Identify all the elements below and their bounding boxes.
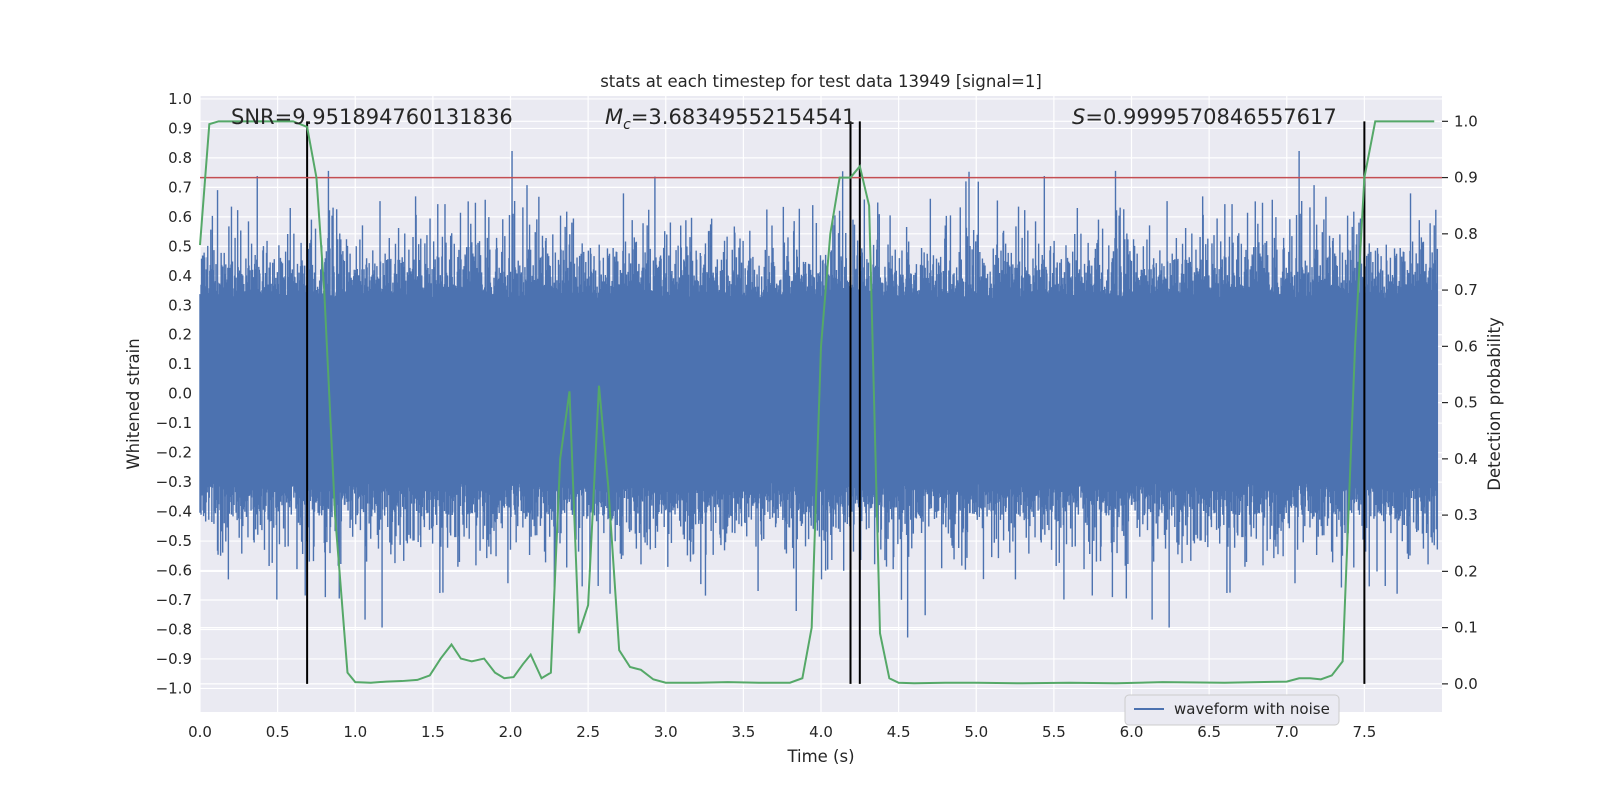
probability-line: [199, 120, 1435, 685]
y-tick-label: −0.8: [156, 620, 192, 638]
y2-tick-label: 0.5: [1454, 394, 1478, 412]
y-tick-label: −0.2: [156, 444, 192, 462]
x-tick-label: 2.5: [576, 723, 600, 741]
y-tick-label: 0.6: [168, 208, 192, 226]
x-tick-labels: 0.0 0.5 1.0 1.5 2.0 2.5 3.0 3.5 4.0 4.5 5.0 5.5 6.0 6…: [188, 723, 1376, 741]
y2-tick-label: 0.7: [1454, 281, 1478, 299]
chirp-mass-symbol: M: [605, 105, 623, 129]
x-tick-label: 6.5: [1197, 723, 1221, 741]
chirp-mass-value: =3.68349552154541: [631, 105, 856, 129]
y-tick-labels: 1.0 0.9 0.8 0.7 0.6 0.5 0.4 0.3 0.2 0.1 0.0 −0.1 −0.…: [156, 90, 192, 697]
legend-box: [1124, 694, 1340, 726]
x-tick-label: 6.0: [1120, 723, 1144, 741]
x-tick-label: 0.5: [266, 723, 290, 741]
x-tick-label: 7.5: [1352, 723, 1376, 741]
significance-value: =0.9999570846557617: [1085, 105, 1336, 129]
legend-label: waveform with noise: [1174, 700, 1330, 718]
y-tick-label: −0.9: [156, 650, 192, 668]
y2-tick-label: 0.6: [1454, 337, 1478, 355]
y-tick-label: 0.1: [168, 355, 192, 373]
y-tick-label: −0.7: [156, 591, 192, 609]
y-tick-label: −0.1: [156, 414, 192, 432]
x-tick-label: 3.5: [731, 723, 755, 741]
y2-tick-label: 0.1: [1454, 619, 1478, 637]
y-tick-label: −0.6: [156, 562, 192, 580]
waveform-series: [199, 150, 1439, 638]
y2-tick-label: 0.4: [1454, 450, 1478, 468]
chirp-mass-annotation: Mc=3.68349552154541: [605, 105, 856, 133]
x-tick-label: 7.0: [1275, 723, 1299, 741]
x-tick-label: 4.0: [809, 723, 833, 741]
y-tick-label: 0.9: [168, 119, 192, 137]
y-tick-label: 0.2: [168, 326, 192, 344]
significance-annotation: S=0.9999570846557617: [1072, 105, 1337, 129]
snr-annotation: SNR=9.951894760131836: [231, 105, 513, 129]
x-tick-label: 1.0: [343, 723, 367, 741]
legend: waveform with noise: [1124, 694, 1340, 726]
x-axis-label: Time (s): [786, 747, 854, 766]
y-tick-label: −1.0: [156, 679, 192, 697]
vertical-markers: [306, 121, 1366, 684]
y2-tick-label: 0.3: [1454, 506, 1478, 524]
y2-axis-label: Detection probability: [1485, 317, 1504, 491]
x-tick-label: 5.5: [1042, 723, 1066, 741]
y-tick-label: 0.4: [168, 267, 192, 285]
y-tick-label: −0.3: [156, 473, 192, 491]
significance-symbol: S: [1072, 105, 1085, 129]
y2-tick-label: 0.8: [1454, 225, 1478, 243]
y2-tick-label: 1.0: [1454, 112, 1478, 130]
y-tick-label: 0.0: [168, 385, 192, 403]
y-tick-label: 0.7: [168, 178, 192, 196]
x-tick-label: 0.0: [188, 723, 212, 741]
x-tick-label: 1.5: [421, 723, 445, 741]
y-tick-label: −0.5: [156, 532, 192, 550]
x-tick-label: 4.5: [887, 723, 911, 741]
y-tick-label: 0.3: [168, 296, 192, 314]
y-tick-label: 0.5: [168, 237, 192, 255]
chart-title: stats at each timestep for test data 139…: [600, 72, 1042, 91]
y-axis-label: Whitened strain: [124, 338, 143, 469]
x-tick-label: 5.0: [964, 723, 988, 741]
y2-tick-labels: 1.0 0.9 0.8 0.7 0.6 0.5 0.4 0.3 0.2 0.1 0.0: [1454, 112, 1478, 693]
x-tick-label: 2.0: [499, 723, 523, 741]
y2-tick-label: 0.9: [1454, 169, 1478, 187]
y-tick-label: 0.8: [168, 149, 192, 167]
y-tick-label: 1.0: [168, 90, 192, 108]
chirp-mass-subscript: c: [623, 117, 631, 133]
x-tick-label: 3.0: [654, 723, 678, 741]
y2-tick-label: 0.2: [1454, 562, 1478, 580]
y2-tick-label: 0.0: [1454, 675, 1478, 693]
waveform-trace: [199, 150, 1439, 638]
y-tick-label: −0.4: [156, 503, 192, 521]
